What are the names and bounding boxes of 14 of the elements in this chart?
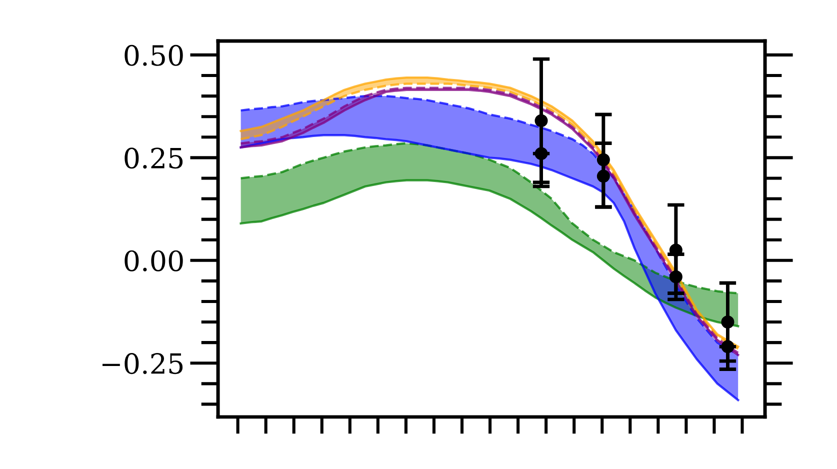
point bbox=[669, 270, 682, 284]
point bbox=[596, 170, 610, 183]
line-series bbox=[240, 142, 740, 294]
y-tick-label: 0.00 bbox=[124, 250, 183, 272]
point bbox=[534, 147, 548, 160]
point bbox=[721, 340, 734, 354]
line-series bbox=[240, 179, 740, 328]
y-tick-label: −0.25 bbox=[102, 353, 183, 374]
y-tick-label: 0.25 bbox=[124, 148, 183, 169]
point bbox=[669, 244, 682, 257]
point bbox=[596, 153, 610, 166]
point bbox=[534, 114, 548, 128]
y-tick-label: 0.50 bbox=[124, 44, 183, 66]
point bbox=[721, 316, 734, 329]
